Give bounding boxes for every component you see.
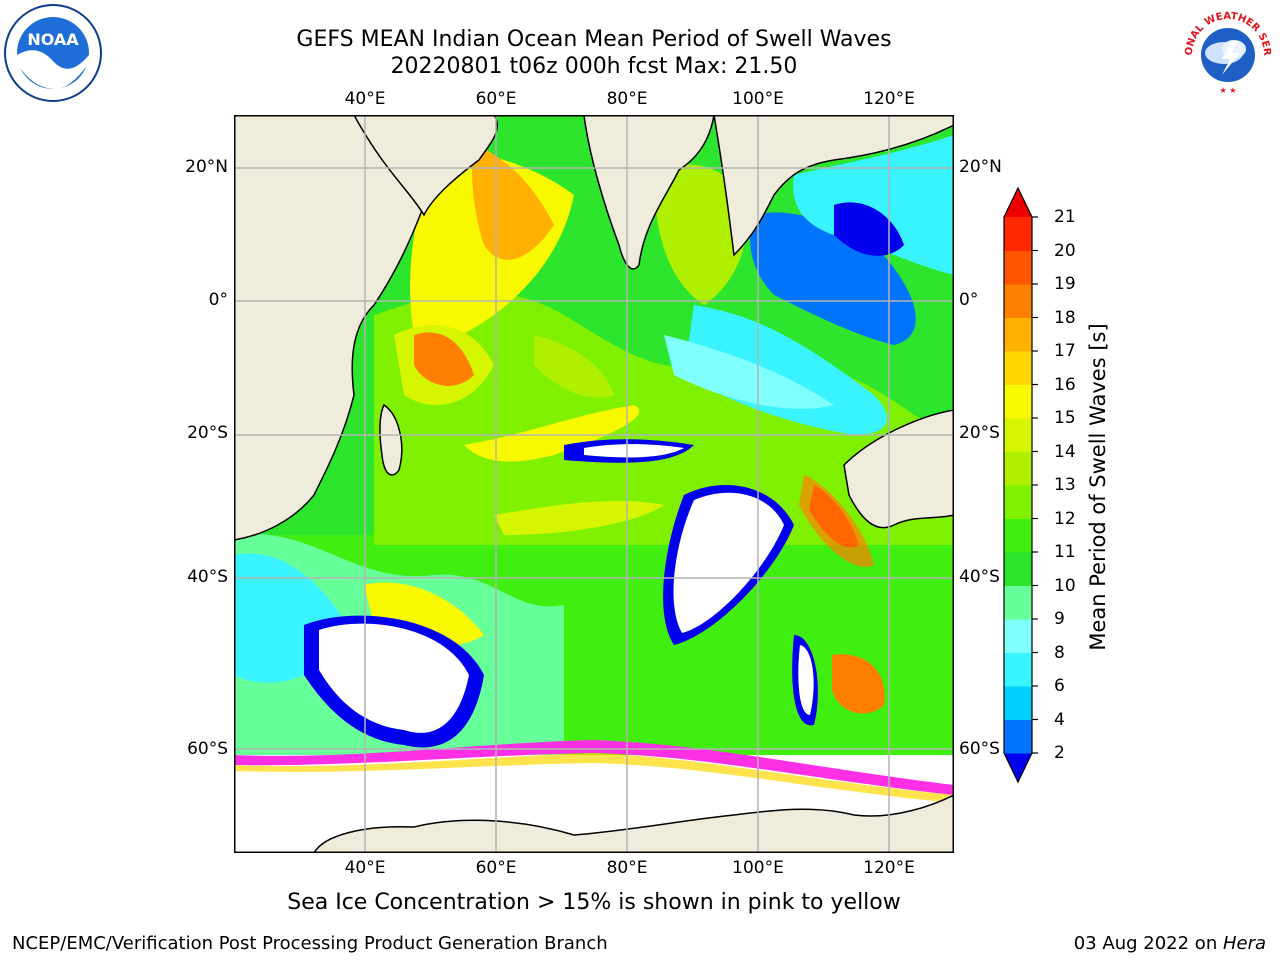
svg-text:NOAA: NOAA: [27, 30, 79, 49]
colorbar-tick-label: 11: [1054, 542, 1076, 562]
colorbar-tick-label: 4: [1054, 709, 1065, 730]
colorbar-extension-low: [1004, 753, 1032, 782]
graticule: [234, 115, 954, 853]
colorbar-tick-label: 14: [1054, 441, 1076, 462]
colorbar-bin: [1004, 485, 1032, 519]
map-frame: [234, 115, 954, 853]
colorbar-bin: [1004, 418, 1032, 452]
colorbar-tick-label: 2: [1054, 743, 1065, 763]
colorbar-bin: [1004, 250, 1032, 285]
lon-tick-bottom: 100°E: [732, 858, 784, 878]
chart-subtitle: 20220801 t06z 000h fcst Max: 21.50: [390, 54, 798, 79]
lat-tick-right: 20°N: [959, 157, 1002, 177]
colorbar-bin: [1004, 451, 1032, 486]
swell-period-map: [234, 115, 954, 853]
colorbar-tick-label: 12: [1054, 508, 1076, 529]
colorbar-bin: [1004, 719, 1032, 754]
colorbar-bin: [1004, 619, 1032, 653]
lon-tick-bottom: 60°E: [475, 858, 517, 878]
nws-logo: NATIONAL WEATHER SERVICE ★ ★: [1178, 1, 1275, 98]
lon-tick-top: 80°E: [606, 89, 648, 109]
lon-tick-bottom: 40°E: [344, 858, 386, 878]
chart-title: GEFS MEAN Indian Ocean Mean Period of Sw…: [296, 27, 892, 52]
colorbar-tick-label: 16: [1054, 374, 1076, 395]
colorbar-tick-label: 9: [1054, 609, 1065, 629]
sea-ice-note: Sea Ice Concentration > 15% is shown in …: [287, 890, 901, 915]
lon-tick-bottom: 120°E: [863, 858, 915, 878]
colorbar-bin: [1004, 384, 1032, 419]
lat-tick-left: 60°S: [187, 739, 228, 759]
colorbar-bin: [1004, 585, 1032, 620]
colorbar-tick-label: 6: [1054, 676, 1065, 696]
colorbar-extension-high: [1004, 188, 1032, 217]
lat-tick-left: 20°N: [185, 157, 228, 177]
lon-tick-bottom: 80°E: [606, 858, 648, 878]
lat-tick-right: 60°S: [959, 739, 1000, 759]
colorbar-bin: [1004, 686, 1032, 720]
lon-tick-top: 120°E: [863, 89, 915, 109]
colorbar-bin: [1004, 552, 1032, 586]
colorbar-bin: [1004, 518, 1032, 553]
lon-tick-top: 100°E: [732, 89, 784, 109]
colorbar-bin: [1004, 317, 1032, 352]
lat-tick-right: 20°S: [959, 423, 1000, 443]
lon-tick-top: 60°E: [475, 89, 517, 109]
lat-tick-left: 20°S: [187, 423, 228, 443]
lon-tick-top: 40°E: [344, 89, 386, 109]
lat-tick-right: 40°S: [959, 567, 1000, 587]
colorbar-bin: [1004, 652, 1032, 687]
lat-tick-left: 0°: [208, 290, 228, 310]
colorbar-tick-label: 20: [1054, 240, 1076, 261]
noaa-logo: NOAA: [4, 4, 102, 102]
colorbar-tick-label: 19: [1054, 274, 1076, 294]
colorbar-tick-label: 21: [1054, 207, 1076, 227]
colorbar-tick-label: 8: [1054, 642, 1065, 663]
colorbar-bin: [1004, 217, 1032, 251]
colorbar-bin: [1004, 351, 1032, 385]
footer-credit: NCEP/EMC/Verification Post Processing Pr…: [12, 933, 608, 954]
colorbar: [1003, 186, 1038, 784]
colorbar-tick-label: 13: [1054, 475, 1076, 495]
colorbar-tick-label: 15: [1054, 408, 1076, 428]
svg-text:★ ★: ★ ★: [1220, 86, 1237, 95]
colorbar-tick-label: 17: [1054, 341, 1076, 361]
colorbar-bin: [1004, 284, 1032, 318]
colorbar-tick-label: 10: [1054, 575, 1076, 596]
footer-date: 03 Aug 2022 on Hera: [1073, 933, 1266, 954]
footer-host: Hera: [1222, 933, 1266, 954]
colorbar-label: Mean Period of Swell Waves [s]: [1086, 323, 1110, 651]
colorbar-tick-label: 18: [1054, 307, 1076, 328]
lat-tick-right: 0°: [959, 290, 979, 310]
lat-tick-left: 40°S: [187, 567, 228, 587]
